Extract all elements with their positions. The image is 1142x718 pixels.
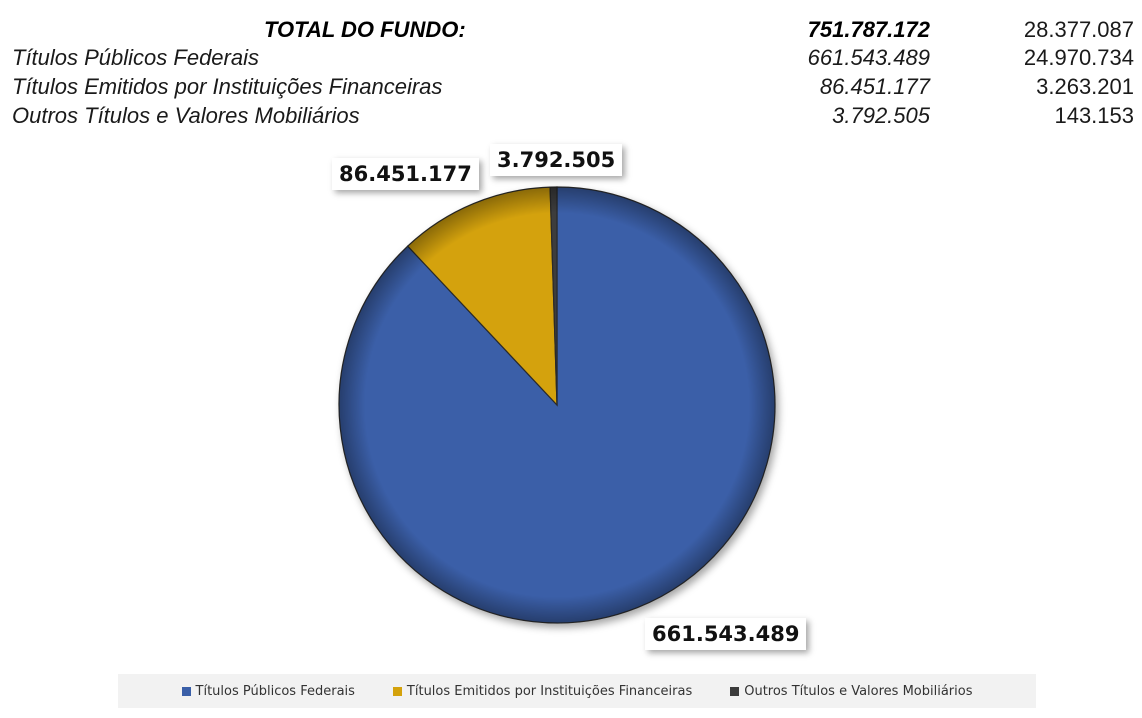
data-label-titulos-instituicoes-financeiras: 86.451.177	[332, 158, 479, 190]
row-value2: 3.263.201	[1036, 74, 1134, 99]
legend-item: Outros Títulos e Valores Mobiliários	[730, 684, 972, 699]
legend-swatch	[730, 686, 740, 696]
row-value1: 86.451.177	[819, 74, 930, 99]
total-label: TOTAL DO FUNDO:	[264, 17, 466, 42]
table-row: Outros Títulos e Valores Mobiliários 3.7…	[0, 102, 1142, 130]
row-value2: 143.153	[1054, 103, 1134, 128]
row-value1: 661.543.489	[807, 45, 930, 70]
legend-label: Outros Títulos e Valores Mobiliários	[744, 683, 973, 699]
legend-label: Títulos Emitidos por Instituições Financ…	[406, 683, 693, 699]
row-label: Outros Títulos e Valores Mobiliários	[12, 103, 360, 128]
legend-swatch	[392, 686, 402, 696]
legend-swatch	[181, 686, 191, 696]
total-row: TOTAL DO FUNDO: 751.787.172 28.377.087	[0, 16, 1142, 44]
data-label-outros-titulos: 3.792.505	[490, 144, 623, 176]
legend-item: Títulos Emitidos por Instituições Financ…	[392, 683, 693, 699]
row-label: Títulos Emitidos por Instituições Financ…	[12, 74, 443, 99]
row-value1: 3.792.505	[832, 103, 930, 128]
table-row: Títulos Emitidos por Instituições Financ…	[0, 73, 1142, 101]
legend-item: Títulos Públicos Federais	[181, 683, 355, 699]
legend-label: Títulos Públicos Federais	[195, 683, 355, 699]
total-value2: 28.377.087	[1023, 17, 1134, 42]
row-value2: 24.970.734	[1023, 45, 1134, 70]
total-value1: 751.787.172	[807, 17, 930, 42]
chart-legend: Títulos Públicos Federais Títulos Emitid…	[118, 674, 1036, 708]
row-label: Títulos Públicos Federais	[12, 45, 259, 70]
table-row: Títulos Públicos Federais 661.543.489 24…	[0, 44, 1142, 72]
data-label-titulos-publicos-federais: 661.543.489	[645, 618, 807, 650]
